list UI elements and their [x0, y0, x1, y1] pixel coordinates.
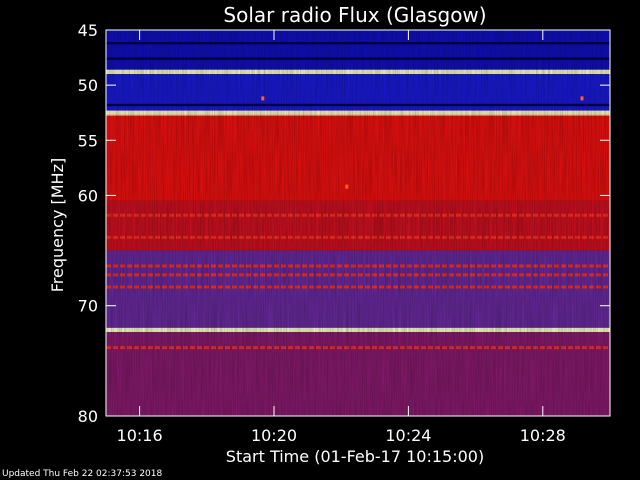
x-axis-label: Start Time (01-Feb-17 10:15:00): [226, 447, 484, 466]
plot-area: [106, 30, 610, 416]
spectrogram-texture: [106, 30, 610, 416]
y-tick-label: 60: [78, 186, 98, 205]
plot-frame: [105, 29, 611, 417]
x-tick-label: 10:20: [251, 426, 297, 445]
axes: 10:16 10:20 10:24 10:28 45 50 55 60 70 80: [78, 21, 611, 445]
burst-marker: [580, 96, 584, 101]
chart-title: Solar radio Flux (Glasgow): [223, 3, 486, 27]
y-axis-label: Frequency [MHz]: [48, 158, 67, 292]
y-tick-label: 80: [78, 407, 98, 426]
burst-marker: [261, 96, 265, 101]
x-tick-label: 10:28: [520, 426, 566, 445]
x-tick-label: 10:24: [385, 426, 431, 445]
y-tick-label: 55: [78, 131, 98, 150]
y-tick-label: 45: [78, 21, 98, 40]
x-tick-label: 10:16: [117, 426, 163, 445]
burst-marker: [345, 184, 349, 189]
updated-timestamp: Updated Thu Feb 22 02:37:53 2018: [2, 469, 163, 479]
y-tick-label: 50: [78, 76, 98, 95]
y-tick-label: 70: [78, 297, 98, 316]
